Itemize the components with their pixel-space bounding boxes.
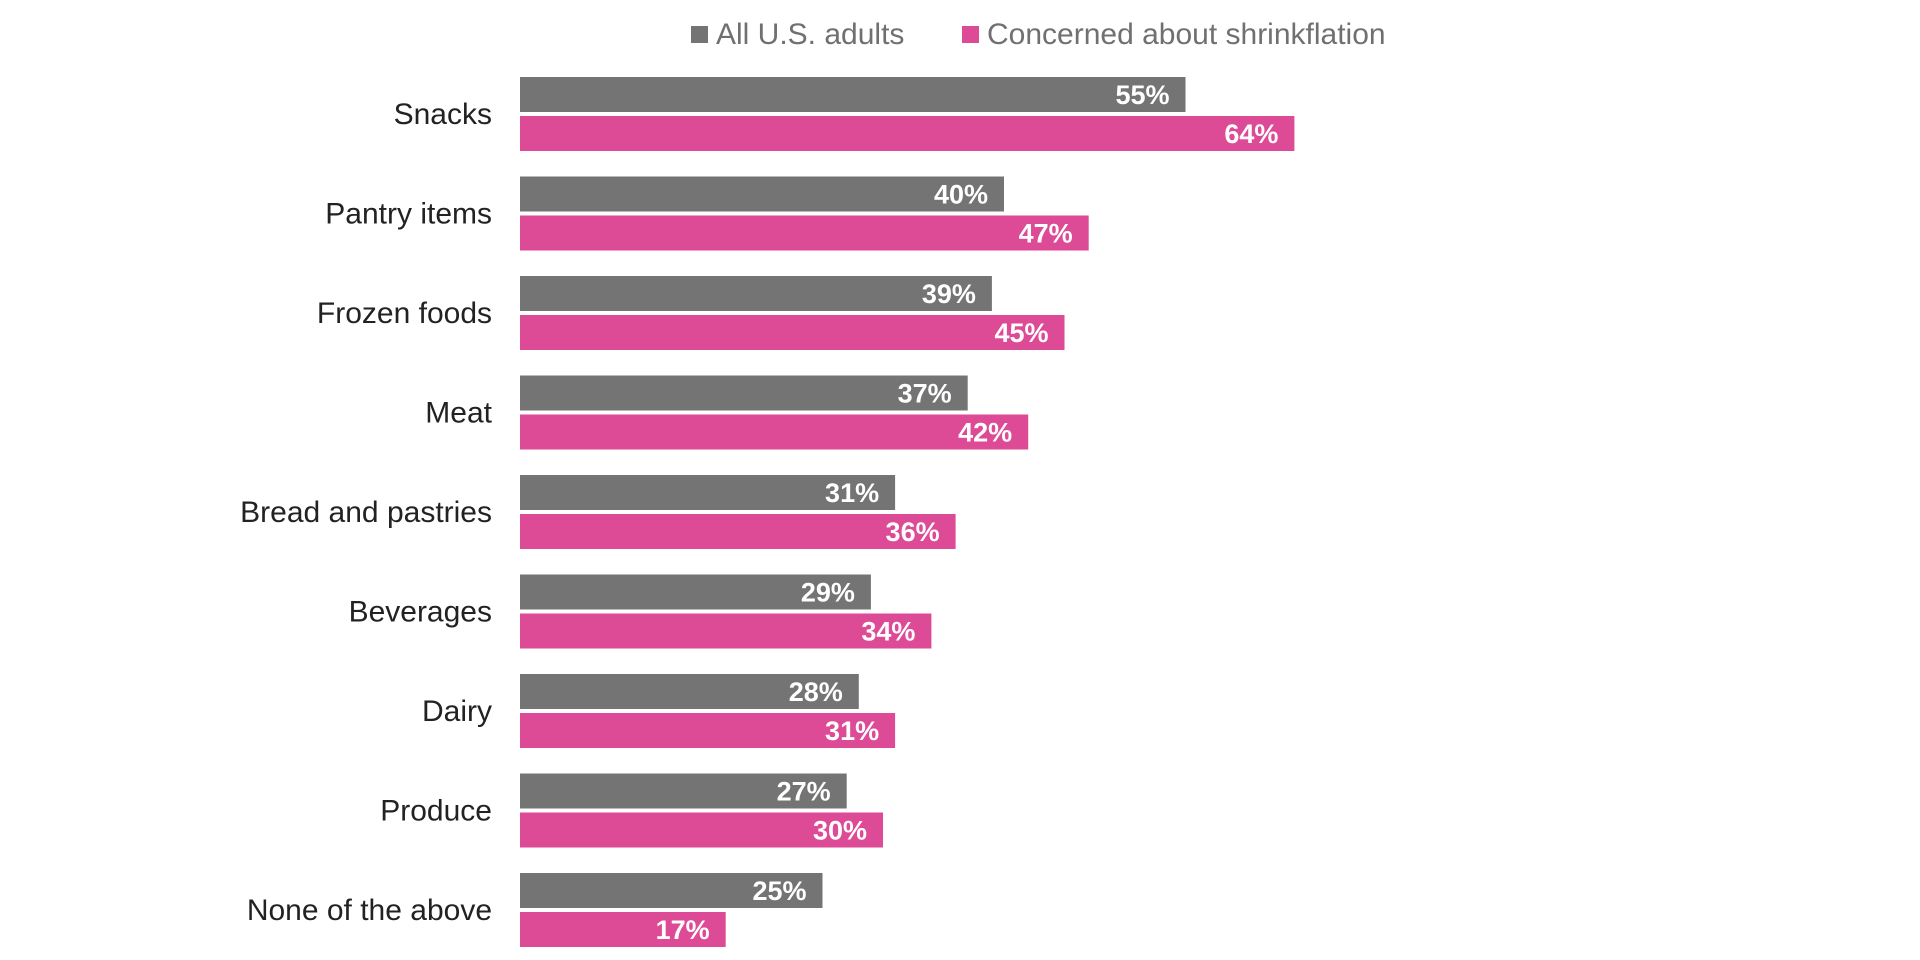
category-label-beverages: Beverages bbox=[349, 596, 492, 629]
category-label-meat: Meat bbox=[425, 397, 492, 430]
bar-concerned-about-shrinkflation-bread-and-pastries bbox=[520, 514, 956, 549]
category-label-frozen-foods: Frozen foods bbox=[317, 297, 492, 330]
category-label-bread-and-pastries: Bread and pastries bbox=[240, 496, 492, 529]
bar-concerned-about-shrinkflation-frozen-foods bbox=[520, 315, 1065, 350]
category-label-pantry-items: Pantry items bbox=[325, 198, 492, 231]
value-label-all-u-s-adults-beverages: 29% bbox=[801, 578, 855, 608]
value-label-all-u-s-adults-snacks: 55% bbox=[1115, 80, 1169, 110]
bars-group bbox=[520, 77, 1295, 947]
value-label-concerned-about-shrinkflation-produce: 30% bbox=[813, 816, 867, 846]
category-label-dairy: Dairy bbox=[422, 695, 492, 728]
category-label-snacks: Snacks bbox=[394, 98, 492, 131]
value-label-concerned-about-shrinkflation-beverages: 34% bbox=[861, 617, 915, 647]
value-label-all-u-s-adults-produce: 27% bbox=[777, 777, 831, 807]
value-label-concerned-about-shrinkflation-meat: 42% bbox=[958, 418, 1012, 448]
bar-all-u-s-adults-pantry-items bbox=[520, 176, 1004, 212]
legend-label-all-us-adults: All U.S. adults bbox=[716, 18, 904, 51]
category-labels: Snacks Pantry items Frozen foods Meat Bread … bbox=[240, 98, 492, 927]
value-label-all-u-s-adults-frozen-foods: 39% bbox=[922, 279, 976, 309]
bar-concerned-about-shrinkflation-none-of-the-above bbox=[520, 912, 726, 947]
category-label-produce: Produce bbox=[380, 795, 492, 828]
value-label-concerned-about-shrinkflation-dairy: 31% bbox=[825, 716, 879, 746]
legend-label-concerned-about-shrinkflation: Concerned about shrinkflation bbox=[987, 18, 1386, 51]
bar-all-u-s-adults-meat bbox=[520, 375, 968, 411]
value-label-all-u-s-adults-bread-and-pastries: 31% bbox=[825, 478, 879, 508]
value-label-all-u-s-adults-none-of-the-above: 25% bbox=[752, 876, 806, 906]
bar-concerned-about-shrinkflation-dairy bbox=[520, 713, 896, 748]
bar-concerned-about-shrinkflation-pantry-items bbox=[520, 215, 1089, 251]
legend-swatch-all-us-adults bbox=[691, 26, 708, 43]
bar-all-u-s-adults-bread-and-pastries bbox=[520, 475, 896, 510]
bar-all-u-s-adults-snacks bbox=[520, 77, 1186, 112]
category-label-none-of-the-above: None of the above bbox=[247, 894, 492, 927]
value-label-concerned-about-shrinkflation-snacks: 64% bbox=[1224, 119, 1278, 149]
value-label-concerned-about-shrinkflation-bread-and-pastries: 36% bbox=[886, 517, 940, 547]
value-label-all-u-s-adults-meat: 37% bbox=[898, 379, 952, 409]
value-label-all-u-s-adults-dairy: 28% bbox=[789, 677, 843, 707]
value-label-concerned-about-shrinkflation-frozen-foods: 45% bbox=[994, 318, 1048, 348]
value-label-concerned-about-shrinkflation-none-of-the-above: 17% bbox=[656, 915, 710, 945]
bar-all-u-s-adults-frozen-foods bbox=[520, 276, 992, 311]
legend-swatch-concerned-about-shrinkflation bbox=[962, 26, 979, 43]
value-label-concerned-about-shrinkflation-pantry-items: 47% bbox=[1019, 219, 1073, 249]
bar-all-u-s-adults-produce bbox=[520, 773, 847, 809]
bar-concerned-about-shrinkflation-meat bbox=[520, 414, 1029, 450]
value-labels: 55%64%40%47%39%45%37%42%31%36%29%34%28%3… bbox=[656, 80, 1279, 945]
bar-concerned-about-shrinkflation-beverages bbox=[520, 613, 932, 649]
legend: All U.S. adults Concerned about shrinkfl… bbox=[691, 18, 1386, 51]
bar-all-u-s-adults-beverages bbox=[520, 574, 871, 610]
bar-concerned-about-shrinkflation-produce bbox=[520, 812, 883, 848]
bar-all-u-s-adults-dairy bbox=[520, 674, 859, 709]
bar-concerned-about-shrinkflation-snacks bbox=[520, 116, 1295, 151]
bar-all-u-s-adults-none-of-the-above bbox=[520, 873, 823, 908]
value-label-all-u-s-adults-pantry-items: 40% bbox=[934, 180, 988, 210]
